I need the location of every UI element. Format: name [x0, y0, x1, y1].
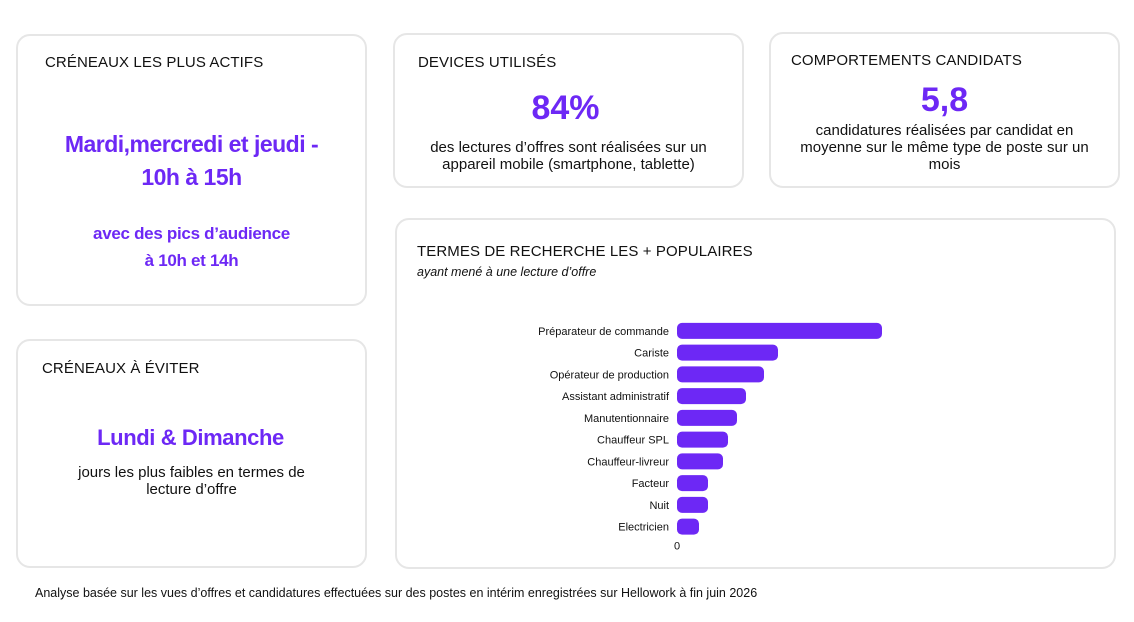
bar: [677, 431, 728, 448]
avoid-slots-desc-line1: jours les plus faibles en termes de: [78, 464, 305, 481]
peak-slots-peaks-line1: avec des pics d’audience: [93, 224, 290, 243]
footnote: Analyse basée sur les vues d’offres et c…: [35, 586, 758, 600]
devices-desc: des lectures d’offres sont réalisées sur…: [395, 139, 742, 173]
behaviour-title: COMPORTEMENTS CANDIDATS: [791, 52, 1022, 69]
devices-desc-line2: appareil mobile (smartphone, tablette): [442, 156, 695, 173]
peak-slots-peaks-line2: à 10h et 14h: [144, 251, 239, 270]
search-terms-card: TERMES DE RECHERCHE LES + POPULAIRES aya…: [395, 218, 1116, 569]
behaviour-desc-line3: mois: [928, 156, 961, 173]
bar-label: Nuit: [649, 500, 669, 512]
peak-slots-peaks: avec des pics d’audience à 10h et 14h: [18, 220, 365, 274]
bar: [677, 344, 778, 361]
bar-label: Manutentionnaire: [584, 413, 669, 425]
bar-label: Electricien: [618, 522, 669, 534]
search-terms-title: TERMES DE RECHERCHE LES + POPULAIRES: [417, 243, 753, 260]
devices-desc-line1: des lectures d’offres sont réalisées sur…: [430, 139, 707, 156]
bar: [677, 453, 723, 470]
bar: [677, 388, 746, 405]
bar-label: Chauffeur SPL: [597, 435, 669, 447]
bar-label: Cariste: [634, 348, 669, 360]
avoid-slots-desc: jours les plus faibles en termes de lect…: [18, 464, 365, 498]
bar: [677, 409, 737, 426]
search-terms-chart: Préparateur de commande Cariste Opérateur …: [538, 322, 882, 553]
behaviour-card: COMPORTEMENTS CANDIDATS 5,8 candidatures…: [769, 32, 1120, 188]
x-tick-label: 0: [674, 541, 680, 553]
behaviour-value: 5,8: [920, 81, 969, 119]
avoid-slots-desc-line2: lecture d’offre: [146, 481, 237, 498]
peak-slots-headline-line1: Mardi,mercredi et jeudi -: [64, 131, 319, 157]
peak-slots-card: CRÉNEAUX LES PLUS ACTIFS Mardi,mercredi …: [16, 34, 367, 306]
devices-value: 84%: [531, 89, 600, 127]
behaviour-desc-line1: candidatures réalisées par candidat en: [815, 122, 1074, 139]
devices-title: DEVICES UTILISÉS: [418, 54, 557, 71]
search-terms-subtitle: ayant mené à une lecture d’offre: [417, 265, 597, 279]
bar-label: Facteur: [632, 478, 670, 490]
behaviour-desc-line2: moyenne sur le même type de poste sur un: [800, 139, 1089, 156]
avoid-slots-title: CRÉNEAUX À ÉVITER: [42, 360, 200, 377]
avoid-slots-card: CRÉNEAUX À ÉVITER Lundi & Dimanche jours…: [16, 339, 367, 568]
bar: [677, 518, 699, 535]
bar-label: Assistant administratif: [562, 391, 670, 403]
peak-slots-title: CRÉNEAUX LES PLUS ACTIFS: [45, 54, 264, 71]
bar: [677, 496, 708, 513]
bar-label: Opérateur de production: [550, 369, 669, 381]
avoid-slots-headline: Lundi & Dimanche: [97, 425, 284, 450]
bar-label: Chauffeur-livreur: [587, 456, 669, 468]
bar-label: Préparateur de commande: [538, 326, 669, 338]
behaviour-desc: candidatures réalisées par candidat en m…: [771, 122, 1118, 173]
bar: [677, 322, 882, 339]
peak-slots-headline-line2: 10h à 15h: [141, 164, 242, 190]
bar: [677, 366, 764, 383]
devices-card: DEVICES UTILISÉS 84% des lectures d’offr…: [393, 33, 744, 188]
peak-slots-headline: Mardi,mercredi et jeudi - 10h à 15h: [18, 128, 365, 194]
bar: [677, 475, 708, 492]
